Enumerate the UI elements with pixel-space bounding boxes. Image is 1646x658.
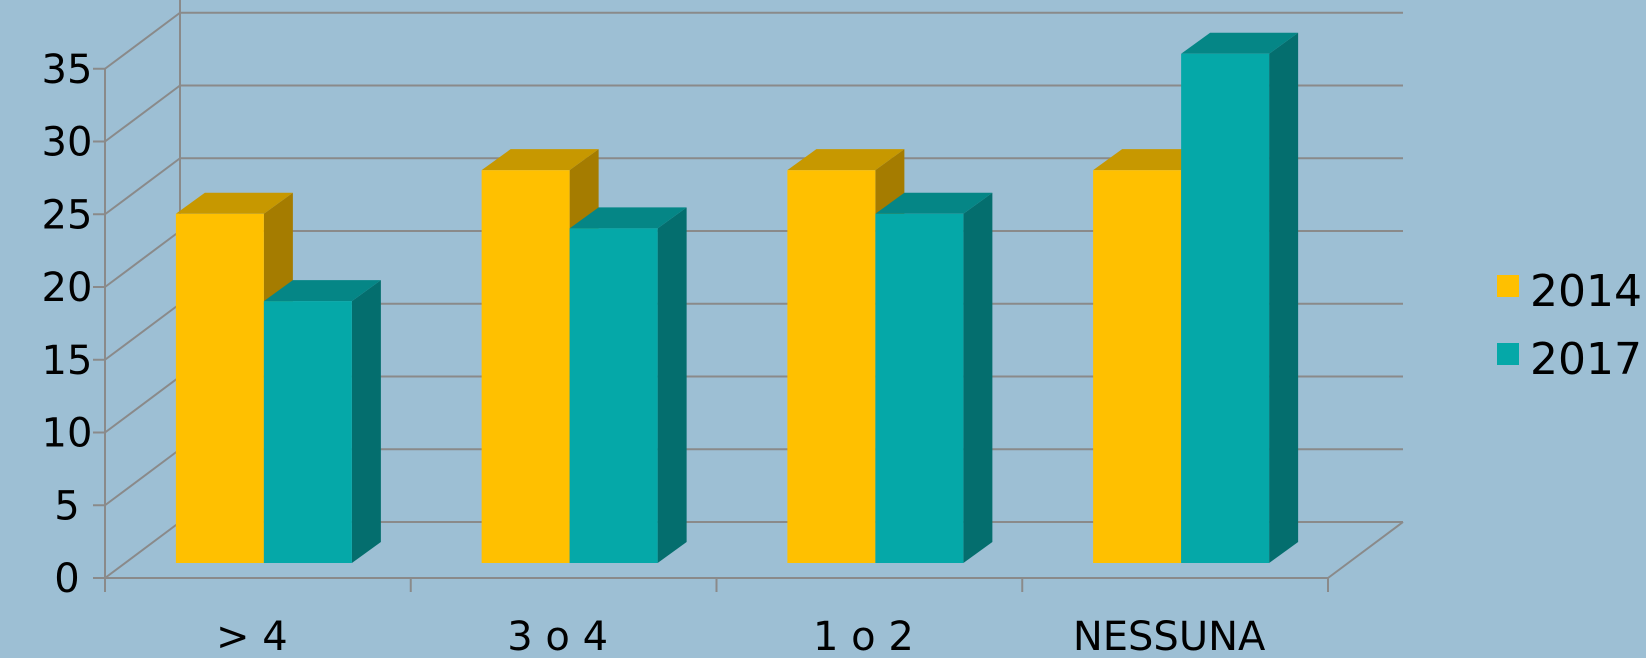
- floor-edge: [1327, 521, 1404, 579]
- axes: [93, 67, 1404, 592]
- bar-front: [175, 213, 264, 564]
- bars: [175, 32, 1299, 564]
- bar-front: [569, 228, 658, 563]
- legend-swatch: [1497, 275, 1519, 297]
- x-category-label: 3 o 4: [507, 614, 608, 654]
- grid-diagonal: [104, 375, 181, 434]
- bar-top: [1181, 32, 1299, 54]
- bar-2017-2: [875, 192, 993, 564]
- grid-diagonal: [104, 521, 181, 579]
- bar-side: [351, 280, 381, 563]
- bar-top: [481, 149, 599, 171]
- y-tick-label: 15: [42, 338, 93, 384]
- grid-diagonal: [104, 448, 181, 507]
- y-tick-label: 0: [54, 556, 79, 602]
- bar-front: [1093, 170, 1182, 563]
- grid-diagonal: [104, 84, 181, 143]
- x-category-label: > 4: [216, 614, 288, 654]
- bar-top: [787, 149, 905, 171]
- legend-swatch: [1497, 343, 1519, 365]
- labels: 0 5 10 15 20 25 30 35 > 4 3 o 4 1 o 2 NESSUNA: [42, 47, 1266, 658]
- grid-diagonal: [104, 11, 181, 70]
- bar-2017-3: [1181, 32, 1299, 563]
- grid-diagonal: [104, 157, 181, 216]
- bar-2017-0: [263, 280, 381, 563]
- y-tick-label: 10: [42, 411, 93, 457]
- bar-front: [875, 213, 964, 564]
- legend-label: 2014: [1530, 266, 1642, 317]
- grid-diagonal: [104, 230, 181, 288]
- bar-front: [1181, 53, 1270, 563]
- y-tick-label: 25: [42, 192, 93, 238]
- bar-2017-1: [569, 207, 687, 563]
- bar-side: [963, 192, 993, 564]
- y-tick-label: 30: [42, 120, 93, 166]
- y-tick-label: 20: [42, 265, 93, 311]
- legend-label: 2017: [1530, 334, 1642, 385]
- y-tick-label: 35: [42, 47, 93, 93]
- bar-side: [657, 207, 687, 563]
- bar-top: [175, 192, 293, 214]
- bar-front: [481, 170, 570, 563]
- x-category-label: 1 o 2: [813, 614, 914, 654]
- x-category-label: NESSUNA: [1073, 614, 1266, 654]
- bar-top: [569, 207, 687, 229]
- bar-top: [263, 280, 381, 302]
- bar-front: [787, 170, 876, 563]
- bar-top: [875, 192, 993, 214]
- bar-front: [263, 301, 352, 563]
- bar-2014-0: [175, 192, 293, 564]
- legend: 2014 2017: [1497, 266, 1642, 385]
- grid-diagonal: [104, 302, 181, 361]
- bar-side: [1269, 32, 1299, 563]
- y-tick-label: 5: [54, 483, 79, 529]
- bar-top: [1093, 149, 1211, 171]
